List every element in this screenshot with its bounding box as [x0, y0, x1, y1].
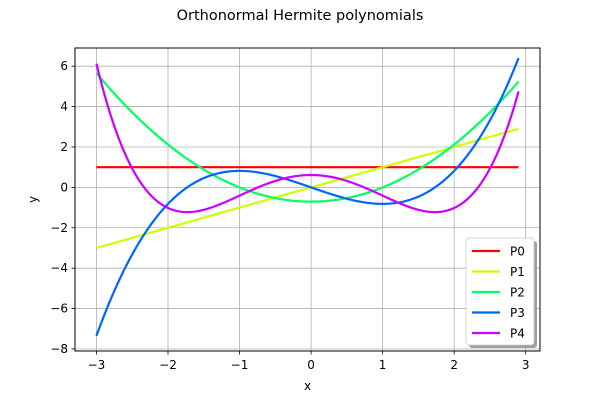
tick-layer: −3 −2 −1 0 1 2 3 −8 −6 −4 −2 0 2 4 6	[50, 59, 529, 372]
legend-label-p4: P4	[510, 327, 525, 341]
grid-layer	[75, 48, 540, 351]
x-axis-label: x	[304, 379, 311, 393]
legend-label-p0: P0	[510, 245, 525, 259]
x-tick-label: 2	[450, 358, 458, 372]
series-line-p4	[95, 63, 520, 214]
x-tick-label: −1	[231, 358, 249, 372]
y-tick-label: −6	[50, 302, 68, 316]
chart-title: Orthonormal Hermite polynomials	[177, 8, 424, 24]
y-tick-label: 2	[60, 140, 68, 154]
legend-label-p1: P1	[510, 265, 525, 279]
legend: P0 P1 P2 P3 P4	[465, 237, 537, 348]
x-tick-label: 1	[379, 358, 387, 372]
x-tick-label: −3	[88, 358, 106, 372]
y-tick-label: −2	[50, 221, 68, 235]
x-tick-label: 3	[522, 358, 530, 372]
plot-frame	[74, 47, 541, 352]
y-tick-label: 0	[60, 180, 68, 194]
series-line-p2	[95, 72, 520, 203]
legend-label-p2: P2	[510, 286, 525, 300]
y-tick-label: −4	[50, 261, 68, 275]
series-line-p3	[95, 57, 520, 337]
x-tick-label: −2	[159, 358, 177, 372]
y-tick-label: 4	[60, 100, 68, 114]
y-tick-label: 6	[60, 59, 68, 73]
legend-label-p3: P3	[510, 306, 525, 320]
x-tick-label: 0	[307, 358, 315, 372]
y-axis-label: y	[26, 196, 40, 203]
series-layer	[95, 57, 520, 337]
y-tick-label: −8	[50, 342, 68, 356]
